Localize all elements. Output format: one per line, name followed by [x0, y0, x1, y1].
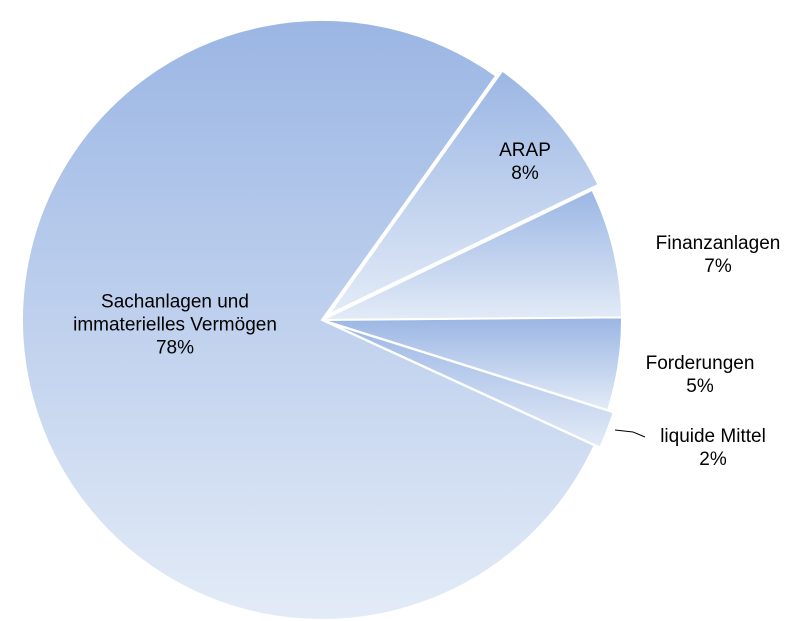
pie-slice	[321, 188, 623, 321]
slice-label: ARAP 8%	[465, 139, 585, 185]
slice-value: 7%	[704, 256, 732, 277]
slice-value: 5%	[686, 376, 714, 397]
leader-line	[614, 429, 646, 438]
pie-slice	[21, 19, 596, 621]
slice-value: 2%	[699, 449, 727, 470]
slice-name: Finanzanlagen	[655, 233, 781, 254]
slice-label: Finanzanlagen 7%	[618, 232, 812, 278]
slice-name: liquide Mittel	[660, 426, 766, 447]
slice-label: Sachanlagen und immaterielles Vermögen 78…	[60, 291, 290, 360]
slice-name: Sachanlagen und immaterielles Vermögen	[73, 291, 277, 336]
slice-label: liquide Mittel 2%	[613, 425, 812, 471]
pie-slice	[327, 69, 600, 316]
slice-label: Forderungen 5%	[600, 352, 800, 398]
pie-slice	[327, 321, 615, 449]
slice-value: 78%	[155, 337, 195, 359]
slice-name: Forderungen	[645, 353, 755, 374]
slice-value: 8%	[511, 163, 539, 184]
slice-name: ARAP	[499, 140, 551, 161]
